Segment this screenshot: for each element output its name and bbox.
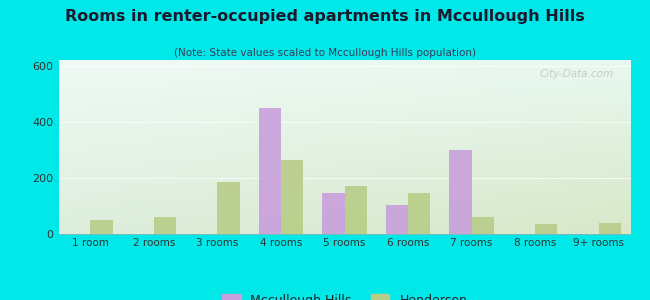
Bar [154,217,176,234]
Bar [408,193,430,234]
Bar [535,224,558,234]
Bar [281,160,303,234]
Bar [472,217,494,234]
Bar [259,108,281,234]
Bar [449,150,472,234]
Legend: Mccullough Hills, Henderson: Mccullough Hills, Henderson [216,289,473,300]
Text: City-Data.com: City-Data.com [540,69,614,79]
Bar [344,186,367,234]
Bar [90,220,112,234]
Bar [386,205,408,234]
Bar [217,182,240,234]
Bar [322,193,344,234]
Bar [599,223,621,234]
Text: (Note: State values scaled to Mccullough Hills population): (Note: State values scaled to Mccullough… [174,48,476,58]
Text: Rooms in renter-occupied apartments in Mccullough Hills: Rooms in renter-occupied apartments in M… [65,9,585,24]
